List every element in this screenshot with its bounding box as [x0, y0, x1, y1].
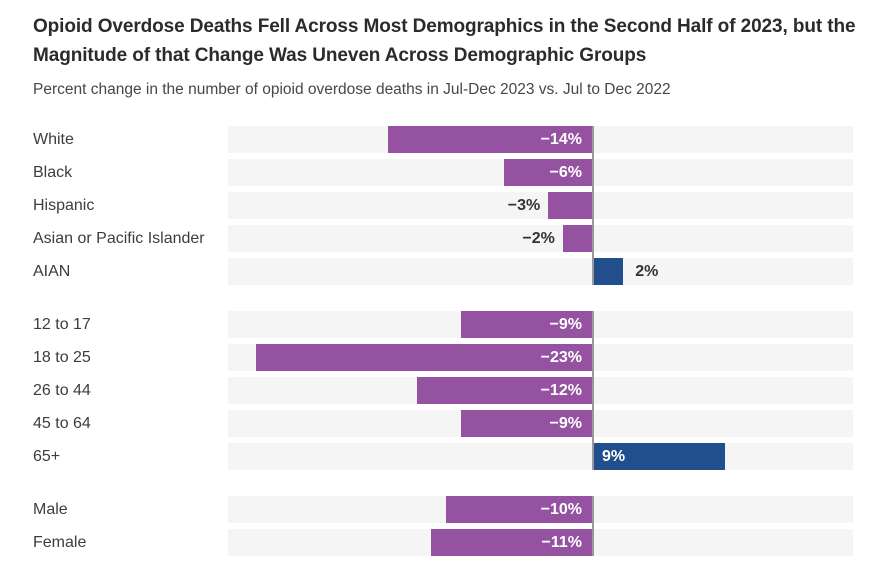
value-label: −10%	[540, 501, 582, 518]
chart-row: White −14%	[0, 126, 880, 153]
chart-title: Opioid Overdose Deaths Fell Across Most …	[33, 16, 856, 66]
chart-header: Opioid Overdose Deaths Fell Across Most …	[0, 0, 880, 100]
category-label: 18 to 25	[33, 349, 91, 366]
category-label: Female	[33, 534, 87, 551]
category-label: 65+	[33, 448, 61, 465]
chart-row: Hispanic −3%	[0, 192, 880, 219]
negative-bar	[446, 496, 592, 523]
zero-axis-line	[592, 126, 594, 285]
bar-track: −6%	[228, 159, 853, 186]
chart-row: 26 to 44 −12%	[0, 377, 880, 404]
bar-track: −9%	[228, 410, 853, 437]
positive-bar	[594, 258, 624, 285]
value-label: −6%	[549, 164, 582, 181]
chart-row: 65+ 9%	[0, 443, 880, 470]
category-label: 12 to 17	[33, 316, 91, 333]
value-label: 9%	[602, 448, 626, 465]
chart-subtitle: Percent change in the number of opioid o…	[33, 81, 671, 98]
negative-bar	[460, 311, 592, 338]
value-label: −2%	[522, 230, 555, 247]
negative-bar	[416, 377, 592, 404]
negative-bar	[387, 126, 592, 153]
category-label: Asian or Pacific Islander	[33, 230, 205, 247]
chart-row: 18 to 25 −23%	[0, 344, 880, 371]
bar-track: −9%	[228, 311, 853, 338]
bar-chart: White −14% Black −6% Hispanic −3% Asian or Pac…	[0, 126, 880, 556]
value-label: −12%	[540, 382, 582, 399]
bar-track: 9%	[228, 443, 853, 470]
zero-axis-line	[592, 496, 594, 556]
negative-bar	[504, 159, 592, 186]
category-label: Black	[33, 164, 73, 181]
negative-bar	[460, 410, 592, 437]
category-label: Male	[33, 501, 68, 518]
chart-row: Male −10%	[0, 496, 880, 523]
bar-track: 2%	[228, 258, 853, 285]
bar-group-race-ethnicity: White −14% Black −6% Hispanic −3% Asian or Pac…	[0, 126, 880, 285]
bar-track: −23%	[228, 344, 853, 371]
category-label: White	[33, 131, 74, 148]
chart-row: Female −11%	[0, 529, 880, 556]
category-label: Hispanic	[33, 197, 95, 214]
negative-bar	[431, 529, 592, 556]
value-label: −11%	[541, 534, 582, 551]
category-label: 45 to 64	[33, 415, 91, 432]
negative-bar	[548, 192, 592, 219]
negative-bar	[562, 225, 592, 252]
bar-group-sex: Male −10% Female −11%	[0, 496, 880, 556]
chart-row: Black −6%	[0, 159, 880, 186]
chart-row: AIAN 2%	[0, 258, 880, 285]
negative-bar	[256, 344, 592, 371]
value-label: 2%	[635, 263, 659, 280]
chart-row: Asian or Pacific Islander −2%	[0, 225, 880, 252]
value-label: −23%	[540, 349, 582, 366]
value-label: −3%	[507, 197, 541, 214]
chart-row: 45 to 64 −9%	[0, 410, 880, 437]
bar-track: −10%	[228, 496, 853, 523]
zero-axis-line	[592, 311, 594, 470]
value-label: −9%	[549, 316, 582, 333]
category-label: AIAN	[33, 263, 71, 280]
bar-track: −14%	[228, 126, 853, 153]
category-label: 26 to 44	[33, 382, 91, 399]
bar-track: −11%	[228, 529, 853, 556]
chart-row: 12 to 17 −9%	[0, 311, 880, 338]
bar-group-age: 12 to 17 −9% 18 to 25 −23% 26 to 44 −12% 45 to…	[0, 311, 880, 470]
positive-bar	[594, 443, 726, 470]
value-label: −14%	[540, 131, 582, 148]
value-label: −9%	[549, 415, 582, 432]
bar-track: −3%	[228, 192, 853, 219]
bar-track: −12%	[228, 377, 853, 404]
bar-track: −2%	[228, 225, 853, 252]
